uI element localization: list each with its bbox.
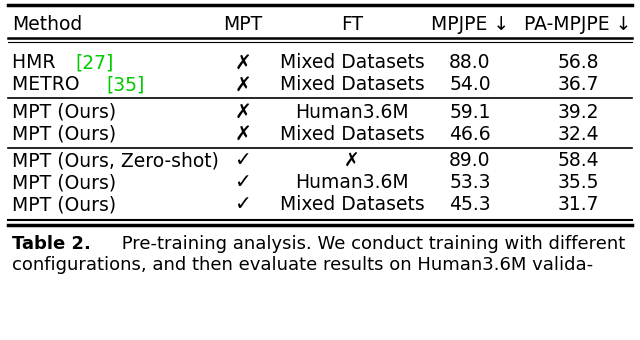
Text: Human3.6M: Human3.6M <box>295 173 409 192</box>
Text: Mixed Datasets: Mixed Datasets <box>280 124 424 143</box>
Text: 45.3: 45.3 <box>449 195 491 215</box>
Text: 88.0: 88.0 <box>449 53 491 72</box>
Text: HMR: HMR <box>12 53 61 72</box>
Text: 46.6: 46.6 <box>449 124 491 143</box>
Text: 36.7: 36.7 <box>557 75 599 95</box>
Text: MPT (Ours): MPT (Ours) <box>12 102 116 121</box>
Text: METRO: METRO <box>12 75 86 95</box>
Text: MPT (Ours): MPT (Ours) <box>12 173 116 192</box>
Text: [27]: [27] <box>76 53 115 72</box>
Text: 53.3: 53.3 <box>449 173 491 192</box>
Text: [35]: [35] <box>107 75 145 95</box>
Text: 89.0: 89.0 <box>449 152 491 170</box>
Text: MPT (Ours, Zero-shot): MPT (Ours, Zero-shot) <box>12 152 219 170</box>
Text: 35.5: 35.5 <box>557 173 599 192</box>
Text: ✗: ✗ <box>344 152 360 170</box>
Text: Mixed Datasets: Mixed Datasets <box>280 75 424 95</box>
Text: ✓: ✓ <box>235 195 252 215</box>
Text: ✗: ✗ <box>235 124 252 143</box>
Text: MPT: MPT <box>223 16 262 34</box>
Text: Human3.6M: Human3.6M <box>295 102 409 121</box>
Text: 39.2: 39.2 <box>557 102 599 121</box>
Text: 54.0: 54.0 <box>449 75 491 95</box>
Text: MPJPE ↓: MPJPE ↓ <box>431 16 509 34</box>
Text: ✓: ✓ <box>235 152 252 170</box>
Text: 31.7: 31.7 <box>557 195 599 215</box>
Text: configurations, and then evaluate results on Human3.6M valida-: configurations, and then evaluate result… <box>12 256 593 274</box>
Text: ✗: ✗ <box>235 53 252 72</box>
Text: 59.1: 59.1 <box>449 102 491 121</box>
Text: PA-MPJPE ↓: PA-MPJPE ↓ <box>524 16 632 34</box>
Text: MPT (Ours): MPT (Ours) <box>12 195 116 215</box>
Text: 32.4: 32.4 <box>557 124 599 143</box>
Text: Method: Method <box>12 16 83 34</box>
Text: ✗: ✗ <box>235 102 252 121</box>
Text: 58.4: 58.4 <box>557 152 599 170</box>
Text: 56.8: 56.8 <box>557 53 599 72</box>
Text: Pre-training analysis. We conduct training with different: Pre-training analysis. We conduct traini… <box>116 235 625 253</box>
Text: ✓: ✓ <box>235 173 252 192</box>
Text: Mixed Datasets: Mixed Datasets <box>280 195 424 215</box>
Text: MPT (Ours): MPT (Ours) <box>12 124 116 143</box>
Text: ✗: ✗ <box>235 75 252 95</box>
Text: Table 2.: Table 2. <box>12 235 91 253</box>
Text: Mixed Datasets: Mixed Datasets <box>280 53 424 72</box>
Text: FT: FT <box>341 16 363 34</box>
